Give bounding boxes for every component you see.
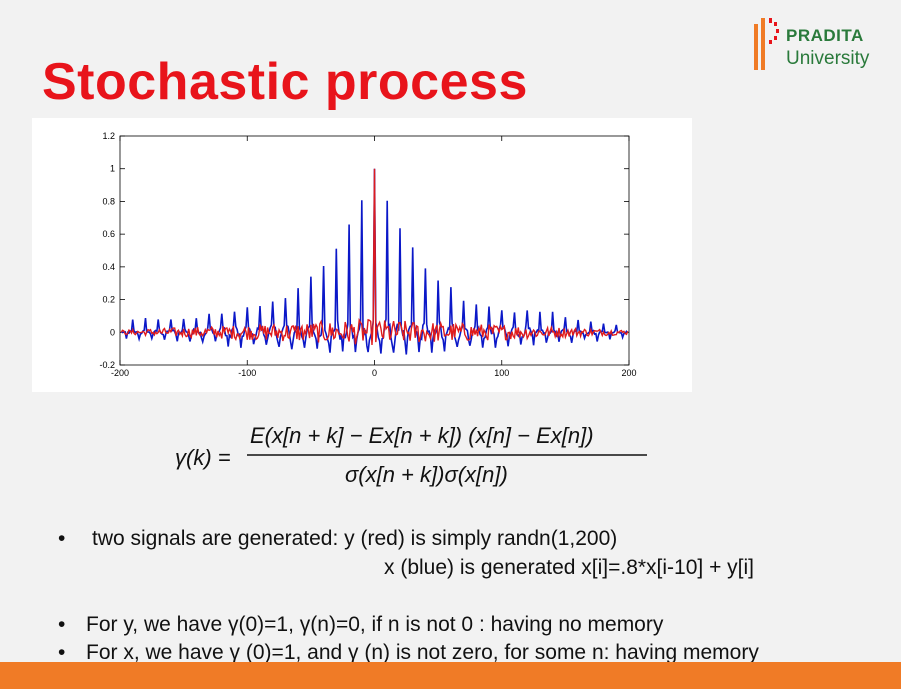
y-tick-label: 0 — [110, 327, 115, 337]
formula-denominator: σ(x[n + k])σ(x[n]) — [345, 462, 508, 487]
slide-title: Stochastic process — [42, 53, 528, 111]
x-tick-label: -100 — [238, 368, 256, 378]
y-tick-label: -0.2 — [99, 360, 115, 370]
bullet-text-continued: x (blue) is generated x[i]=.8*x[i-10] + … — [384, 556, 755, 579]
correlation-chart: -0.2 0 0.2 0.4 0.6 0.8 1 1.2 -200 -100 0 100 200 — [99, 131, 636, 378]
footer-bar — [0, 662, 901, 689]
bullet-text: For y, we have γ(0)=1, γ(n)=0, if n is n… — [86, 613, 664, 636]
bullet-marker: • — [58, 527, 66, 550]
logo-subtitle: University — [786, 48, 870, 69]
y-tick-label: 1 — [110, 164, 115, 174]
x-tick-label: 0 — [372, 368, 377, 378]
y-tick-label: 0.4 — [102, 262, 115, 272]
bullet-marker: • — [58, 613, 66, 636]
y-tick-label: 1.2 — [102, 131, 115, 141]
logo-name: PRADITA — [786, 26, 864, 45]
bullet-text: For x, we have γ (0)=1, and γ (n) is not… — [86, 641, 759, 664]
series-red-line — [120, 168, 629, 346]
y-tick-label: 0.8 — [102, 196, 115, 206]
y-tick-label: 0.6 — [102, 229, 115, 239]
x-tick-label: 100 — [494, 368, 509, 378]
formula-lhs: γ(k) = — [175, 445, 231, 470]
logo-mark-icon — [754, 18, 779, 70]
formula-numerator: E(x[n + k] − Ex[n + k]) (x[n] − Ex[n]) — [250, 423, 594, 448]
bullet-text: two signals are generated: y (red) is si… — [92, 527, 618, 550]
y-tick-label: 0.2 — [102, 295, 115, 305]
chart-panel: -0.2 0 0.2 0.4 0.6 0.8 1 1.2 -200 -100 0 100 200 — [32, 118, 692, 392]
autocorrelation-formula: γ(k) = E(x[n + k] − Ex[n + k]) (x[n] − E… — [175, 423, 647, 487]
university-logo: PRADITA University — [752, 14, 882, 76]
bullet-marker: • — [58, 641, 66, 664]
x-tick-label: -200 — [111, 368, 129, 378]
x-tick-label: 200 — [621, 368, 636, 378]
